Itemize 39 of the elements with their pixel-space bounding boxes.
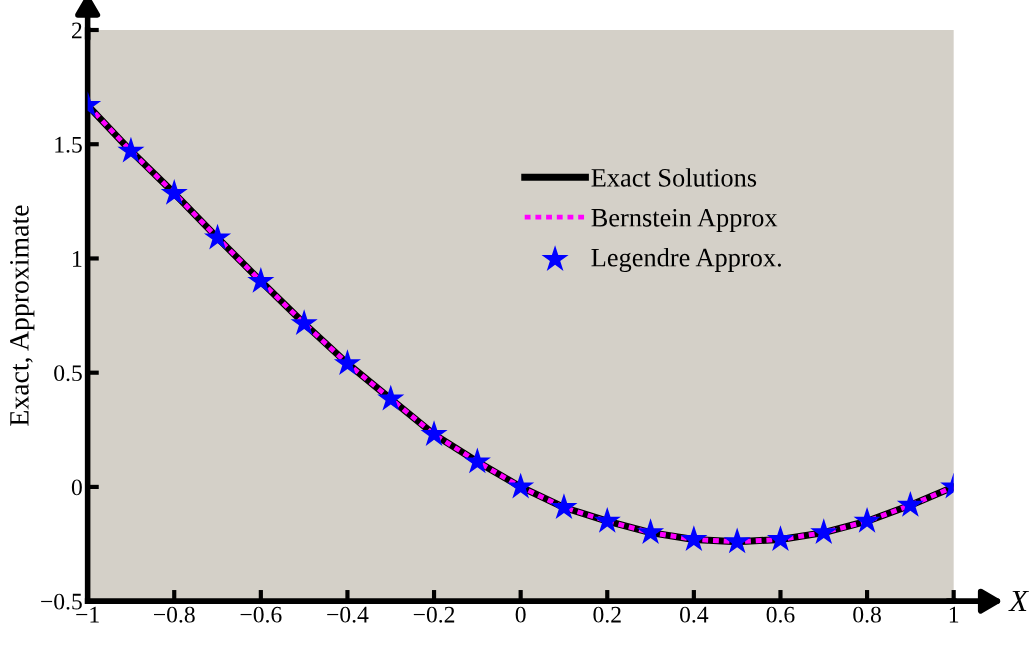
- y-tick-label: 1.5: [55, 136, 82, 153]
- y-axis-title: Exact, Approximate: [10, 205, 35, 426]
- y-tick-label: 0: [71, 479, 82, 496]
- point: [117, 136, 145, 163]
- x-tick-label: −0.6: [240, 606, 282, 623]
- point: [896, 490, 924, 517]
- y-tick-label: 0.5: [54, 365, 82, 382]
- x-axis-title: X: [1008, 590, 1029, 611]
- point: [290, 309, 318, 336]
- x-tick-label: 0: [515, 606, 526, 623]
- x-tick-label: 0.8: [853, 606, 881, 623]
- point: [550, 493, 578, 519]
- legend-label: Exact Solutions: [591, 168, 757, 187]
- legend-label: Legendre Approx.: [591, 247, 781, 272]
- point: [810, 518, 838, 545]
- point: [333, 349, 361, 376]
- point: [853, 506, 881, 533]
- y-tick-label: 1: [73, 251, 82, 267]
- x-tick-label: 0.6: [766, 606, 795, 623]
- point: [377, 384, 405, 411]
- x-tick-label: −0.4: [327, 606, 369, 623]
- point: [680, 525, 708, 551]
- y-tick-label: 2: [72, 22, 82, 39]
- point: [160, 179, 188, 205]
- point: [204, 223, 232, 250]
- x-tick-label: −0.2: [413, 606, 455, 623]
- point: [766, 525, 794, 551]
- x-tick-label: 0.4: [680, 606, 709, 623]
- point: [247, 267, 275, 293]
- point: [637, 518, 665, 545]
- x-tick-label: 0.2: [593, 606, 621, 623]
- point: [723, 527, 751, 554]
- point: [420, 420, 448, 446]
- x-tick-label: 1: [949, 606, 959, 623]
- point: [507, 472, 535, 499]
- x-tick-label: −0.8: [154, 606, 195, 623]
- legend-label: Bernstein Approx: [591, 208, 778, 232]
- point: [593, 506, 621, 533]
- point: [463, 447, 491, 474]
